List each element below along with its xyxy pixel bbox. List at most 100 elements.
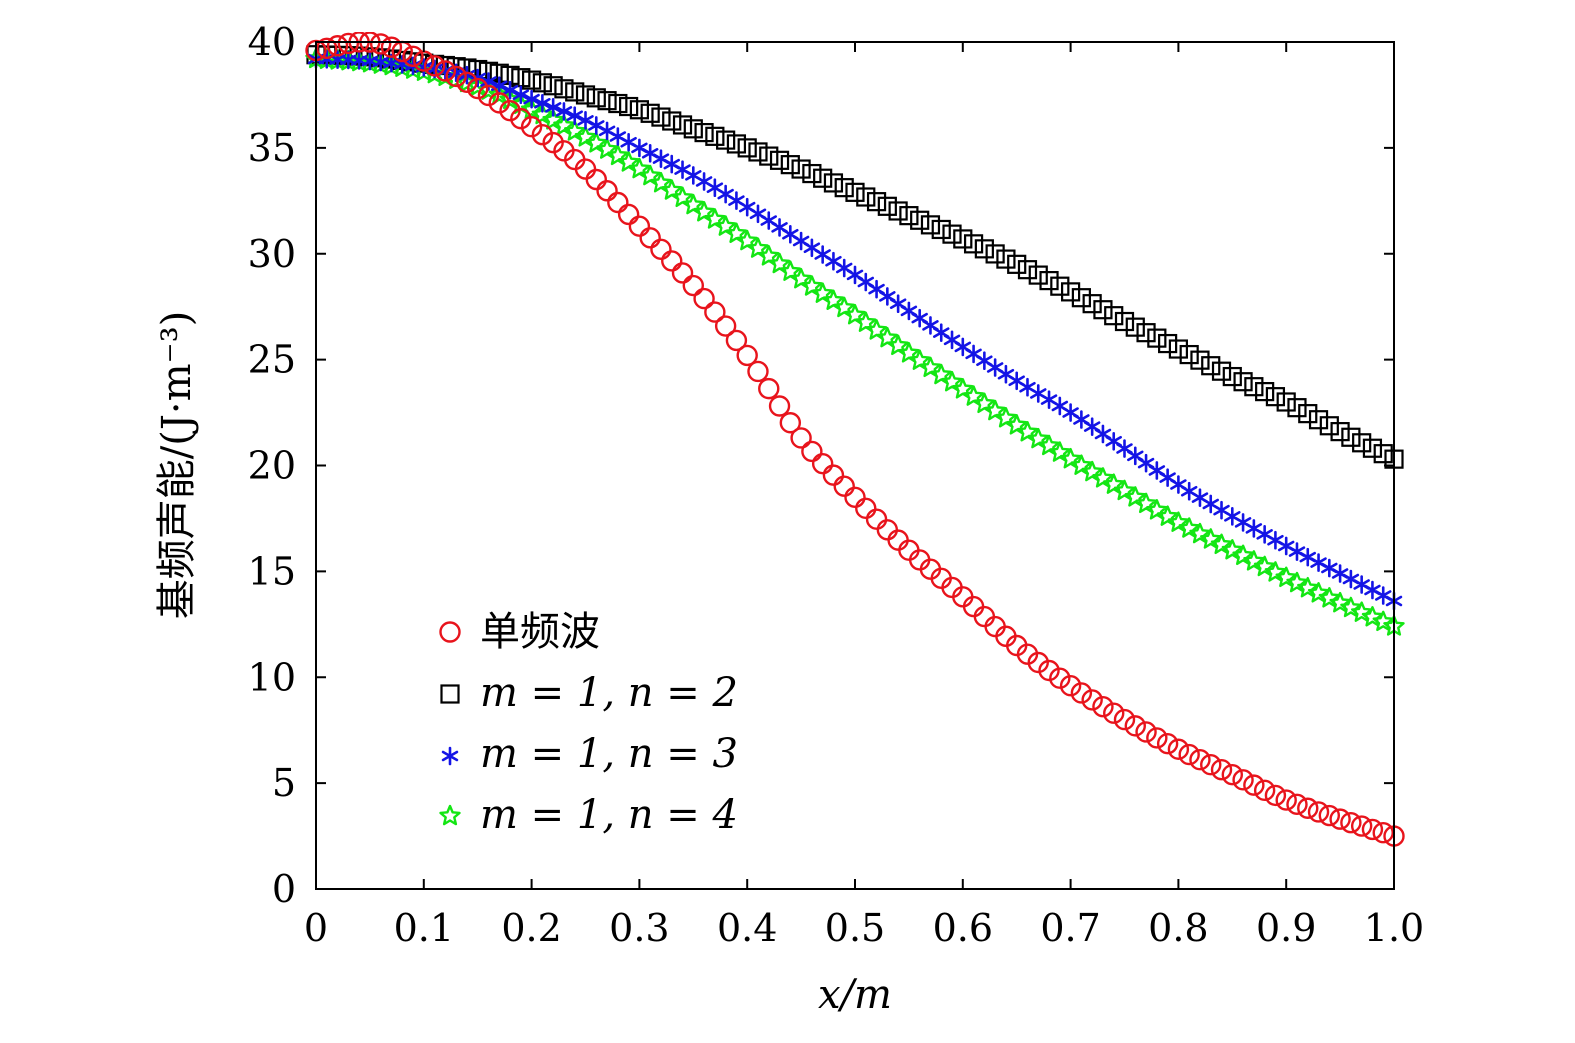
legend-item-n3: m = 1, n = 3 [441,731,738,777]
point-circle [1210,758,1233,781]
point-circle [423,55,446,77]
point-star [1027,427,1049,449]
point-circle [456,71,478,93]
legend-circle-icon [439,621,461,643]
point-star [768,252,791,274]
point-circle [1253,779,1276,802]
point-star [962,385,985,406]
point-square [1050,276,1070,296]
series-circle [305,32,1405,847]
point-square [953,229,973,249]
point-asterisk [534,94,551,113]
point-circle [725,329,748,352]
y-axis-title: 基频声能/(J·m⁻³) [154,311,200,620]
point-square [543,76,563,96]
point-star [995,407,1017,428]
point-square [1352,433,1372,453]
point-star [1146,499,1168,520]
point-square [866,192,887,212]
point-circle [779,412,802,434]
point-square [672,115,693,135]
x-tick-label: 0.7 [1040,906,1100,950]
point-star [564,120,586,141]
y-tick-label: 40 [248,20,296,64]
point-circle [1361,818,1384,841]
legend-marker-square [440,684,460,704]
point-circle [1124,715,1146,737]
point-square [726,134,747,154]
point-asterisk [458,65,476,85]
point-star [1210,533,1233,555]
point-star [1135,492,1157,514]
point-star [865,319,888,340]
point-circle [1200,753,1222,776]
point-circle [811,452,834,475]
point-circle [768,395,791,417]
point-square [1265,387,1286,407]
point-circle [1178,743,1200,766]
point-circle [510,107,532,130]
point-star [758,245,780,266]
point-circle [1264,784,1287,807]
point-circle [1243,774,1265,796]
x-tick-label: 1.0 [1364,906,1424,950]
point-square [963,234,984,254]
point-square [597,91,617,111]
point-square [694,122,714,143]
point-star [898,342,920,363]
point-square [910,210,930,230]
y-tick-label: 25 [248,338,296,382]
point-square [629,100,650,120]
point-circle [1049,667,1071,689]
point-asterisk [523,89,540,109]
point-star [714,215,737,236]
x-tick-label: 0.2 [501,906,561,950]
point-star [1124,486,1146,507]
point-circle [1286,793,1308,816]
y-tick-label: 10 [248,655,296,699]
point-circle [1113,708,1136,731]
point-square [974,239,994,259]
x-axis-title: x/m [818,972,892,1018]
point-square [996,249,1016,269]
point-circle [704,301,726,323]
point-star [628,157,651,179]
point-square [748,142,768,162]
point-circle [1307,801,1330,823]
point-circle [790,427,812,449]
point-circle [671,262,694,284]
point-circle [1350,815,1373,837]
point-circle [639,227,661,249]
legend-star-icon [439,804,461,826]
point-star [1049,441,1071,462]
point-circle [855,497,877,520]
point-square [1082,294,1102,314]
point-square [1147,328,1167,348]
point-star [747,237,769,258]
legend: 单频波 m = 1, n = 2 m = 1, n = 3 m = 1, n =… [439,609,738,838]
point-square [1330,422,1350,442]
point-star [531,103,554,125]
point-star [650,171,672,193]
point-square [802,163,822,184]
legend-item-n2: m = 1, n = 2 [440,670,738,716]
x-tick-label: 0.6 [933,906,993,950]
point-circle [402,45,424,67]
point-circle [1189,749,1211,771]
point-square [1319,416,1339,436]
legend-label-n4: m = 1, n = 4 [480,792,738,838]
point-star [973,392,996,414]
x-tick-label: 0.4 [717,906,777,950]
point-star [811,282,834,303]
y-tick-label: 20 [248,444,296,488]
point-circle [1156,732,1179,755]
point-square [554,79,574,99]
point-square [586,88,606,108]
point-circle [693,287,715,310]
point-square [834,178,854,198]
point-star [887,334,909,356]
point-circle [1232,769,1254,791]
point-circle [434,60,457,82]
point-star [801,275,823,296]
point-star [682,193,705,215]
